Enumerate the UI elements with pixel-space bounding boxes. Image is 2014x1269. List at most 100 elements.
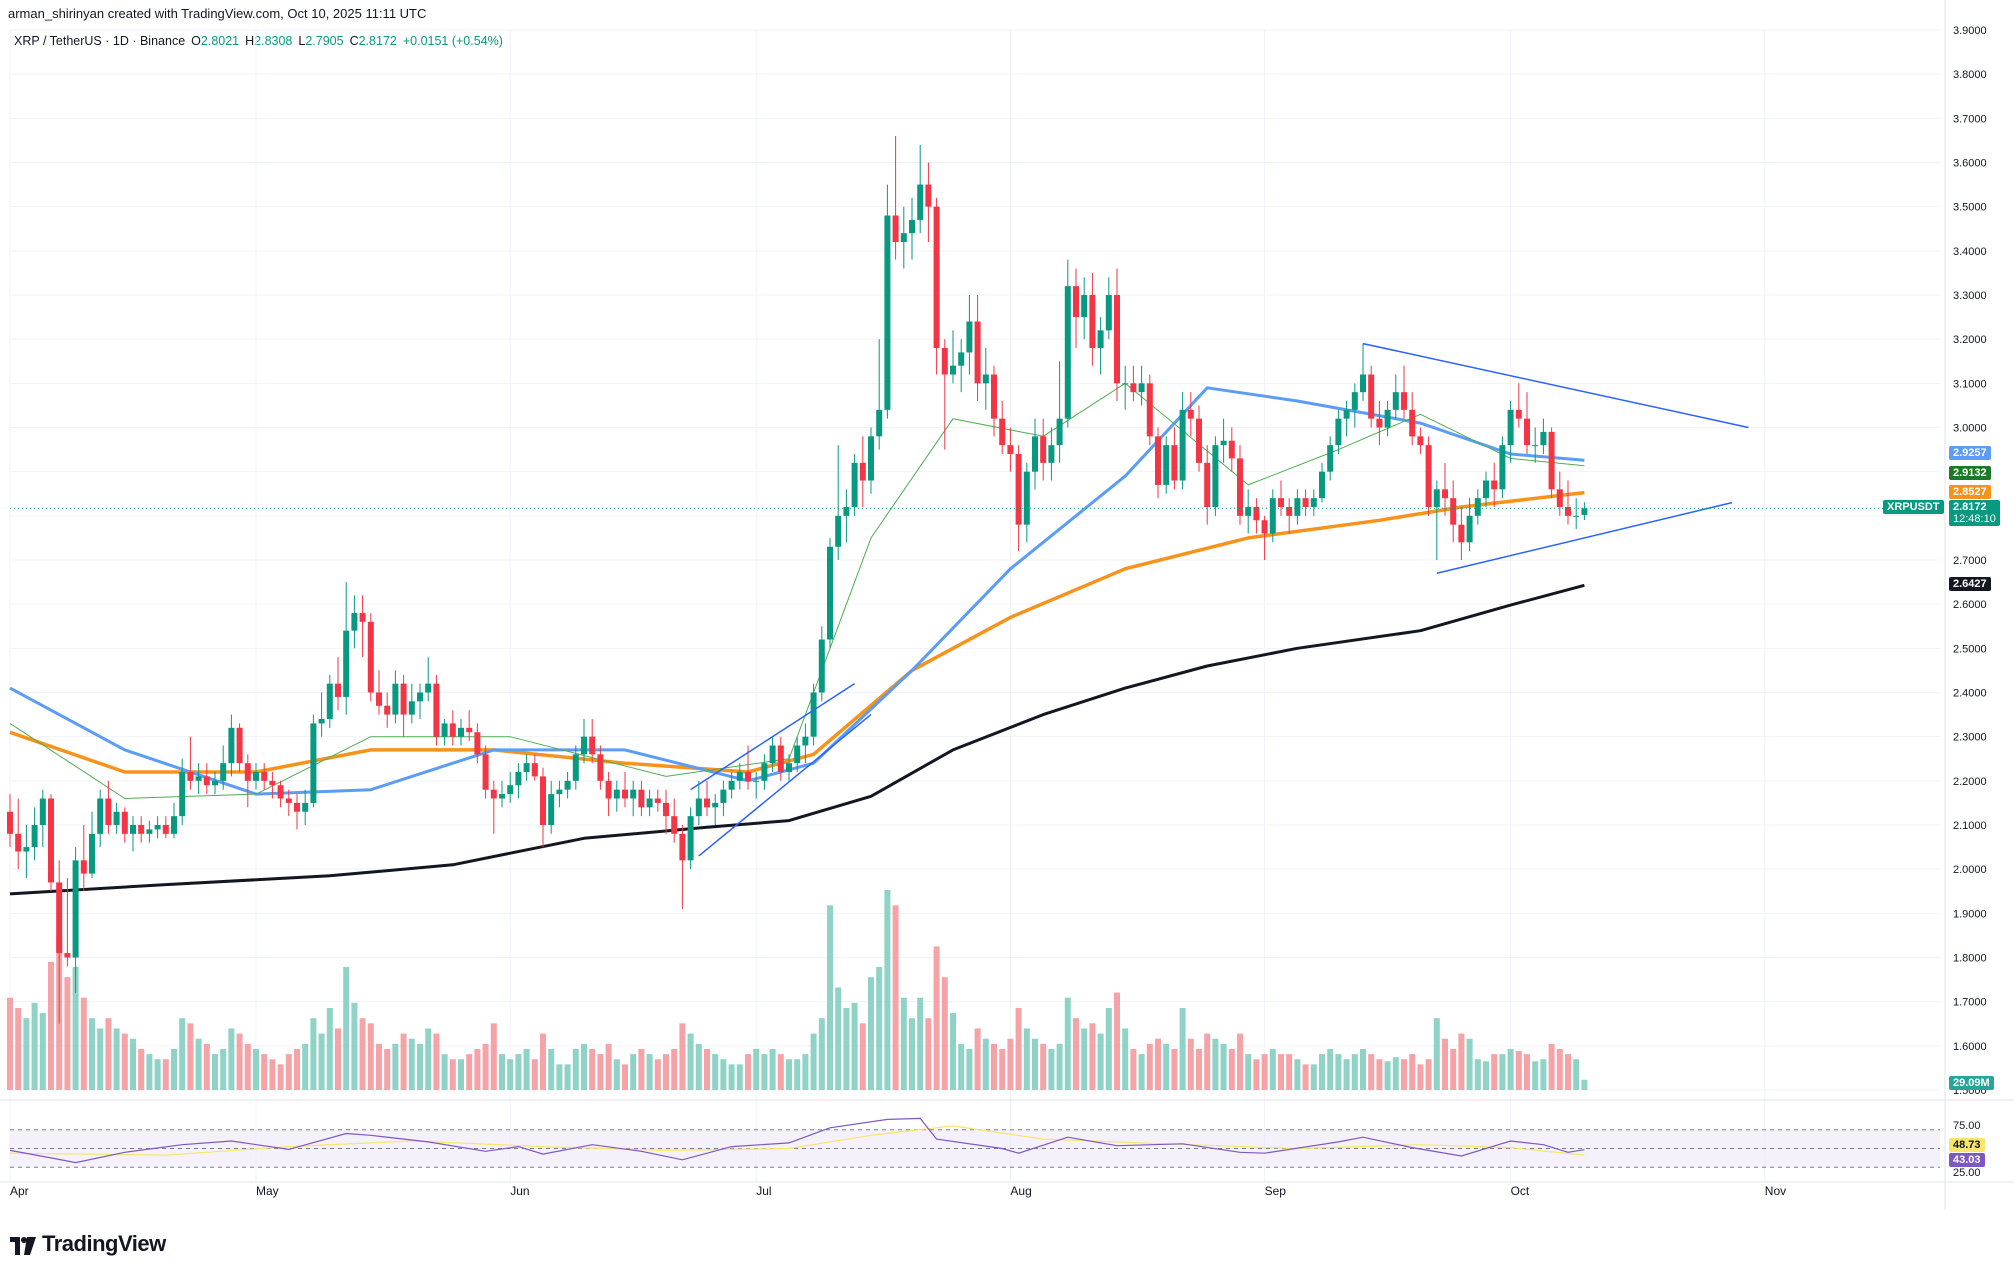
rsi-ma-line: [9, 1125, 1585, 1156]
x-tick-label: Sep: [1265, 1184, 1287, 1198]
volume-bar: [1228, 1048, 1235, 1090]
candle-body: [236, 727, 243, 764]
volume-bar: [343, 966, 350, 1090]
y-tick-label: 2.0000: [1953, 864, 1987, 876]
volume-bar: [64, 977, 71, 1090]
volume-bar: [203, 1043, 210, 1090]
symbol-title[interactable]: XRP / TetherUS · 1D · Binance: [14, 34, 186, 48]
volume-bar: [663, 1054, 669, 1090]
volume-bar: [1212, 1038, 1219, 1090]
trendline: [698, 714, 872, 857]
volume-bar: [1007, 1038, 1014, 1090]
volume-bar: [1474, 1059, 1481, 1090]
x-tick-label: Aug: [1010, 1184, 1031, 1198]
volume-bar: [876, 966, 883, 1090]
candle-body: [7, 811, 13, 834]
volume-bar: [1401, 1059, 1407, 1090]
y-tick-label: 2.2000: [1953, 776, 1987, 788]
volume-bar: [1220, 1043, 1227, 1090]
candle-body: [745, 772, 751, 781]
candle-body: [105, 798, 112, 825]
volume-bar: [868, 977, 874, 1090]
candle-body: [15, 833, 22, 852]
candle-body: [1245, 507, 1252, 516]
candle-body: [130, 825, 136, 834]
candle-body: [400, 683, 407, 715]
candle-body: [753, 780, 760, 782]
ma100-line: [9, 490, 1585, 774]
candle-body: [843, 507, 850, 516]
volume-bar: [425, 1028, 432, 1090]
candle-body: [1237, 458, 1243, 516]
candle-body: [654, 798, 661, 803]
candle-body: [1122, 383, 1129, 385]
volume-bar: [335, 1028, 341, 1090]
candle-body: [613, 789, 620, 799]
candle-body: [56, 882, 63, 954]
candle-body: [474, 732, 481, 755]
volume-bar: [777, 1054, 784, 1090]
volume-bar: [843, 1007, 850, 1090]
volume-bar: [72, 966, 79, 1090]
candle-body: [941, 348, 948, 375]
candle-body: [1409, 409, 1416, 437]
x-tick-label: Apr: [10, 1184, 29, 1198]
rsi-value-tag: 48.73: [1949, 1137, 1985, 1152]
y-tick-label: 1.7000: [1953, 997, 1987, 1009]
candle-body: [417, 692, 423, 702]
candle-body: [392, 683, 399, 715]
volume-bar: [1253, 1059, 1260, 1090]
candle-body: [950, 365, 956, 375]
volume-bar: [146, 1054, 153, 1090]
volume-bar: [220, 1048, 227, 1090]
candle-body: [1212, 445, 1219, 507]
volume-bar: [15, 1007, 22, 1090]
volume-tag: 29.09M: [1949, 1076, 1994, 1090]
candle-body: [1081, 295, 1088, 318]
trendline: [690, 683, 856, 791]
volume-bar: [171, 1048, 177, 1090]
volume-bar: [531, 1059, 538, 1090]
candle-body: [1327, 445, 1334, 472]
candle-body: [900, 233, 907, 242]
volume-bar: [1023, 1028, 1030, 1090]
volume-bar: [1483, 1061, 1489, 1090]
candle-body: [597, 754, 604, 781]
tradingview-logo[interactable]: TradingView: [10, 1231, 166, 1257]
volume-bar: [302, 1043, 309, 1090]
candle-body: [359, 613, 366, 622]
candle-body: [1278, 498, 1284, 507]
candle-body: [449, 723, 456, 737]
candle-body: [1310, 498, 1317, 507]
ma100-price-tag: 2.8527: [1949, 484, 1991, 499]
candle-body: [203, 776, 210, 786]
volume-bar: [384, 1048, 391, 1090]
candle-body: [695, 798, 702, 817]
low-value: 2.7905: [305, 34, 344, 48]
volume-bar: [589, 1048, 596, 1090]
candle-body: [589, 736, 596, 755]
volume-bar: [1196, 1048, 1202, 1090]
volume-bar: [597, 1054, 604, 1090]
candle-body: [1204, 462, 1211, 507]
volume-bar: [1130, 1048, 1137, 1090]
x-tick-label: May: [256, 1184, 279, 1198]
volume-bar: [1105, 1007, 1112, 1090]
candle-body: [302, 802, 309, 812]
candle-body: [1548, 431, 1555, 490]
volume-bar: [1556, 1048, 1563, 1090]
candle-body: [1351, 392, 1358, 410]
volume-bar: [1499, 1054, 1506, 1090]
volume-bar: [958, 1043, 965, 1090]
candle-body: [39, 798, 46, 825]
volume-bar: [892, 905, 899, 1090]
volume-bar: [622, 1064, 628, 1090]
y-tick-label: 1.8000: [1953, 953, 1987, 965]
volume-bar: [474, 1048, 481, 1090]
volume-bar: [376, 1043, 382, 1090]
y-tick-label: 2.4000: [1953, 688, 1987, 700]
volume-bar: [1146, 1043, 1153, 1090]
volume-bar: [138, 1048, 145, 1090]
